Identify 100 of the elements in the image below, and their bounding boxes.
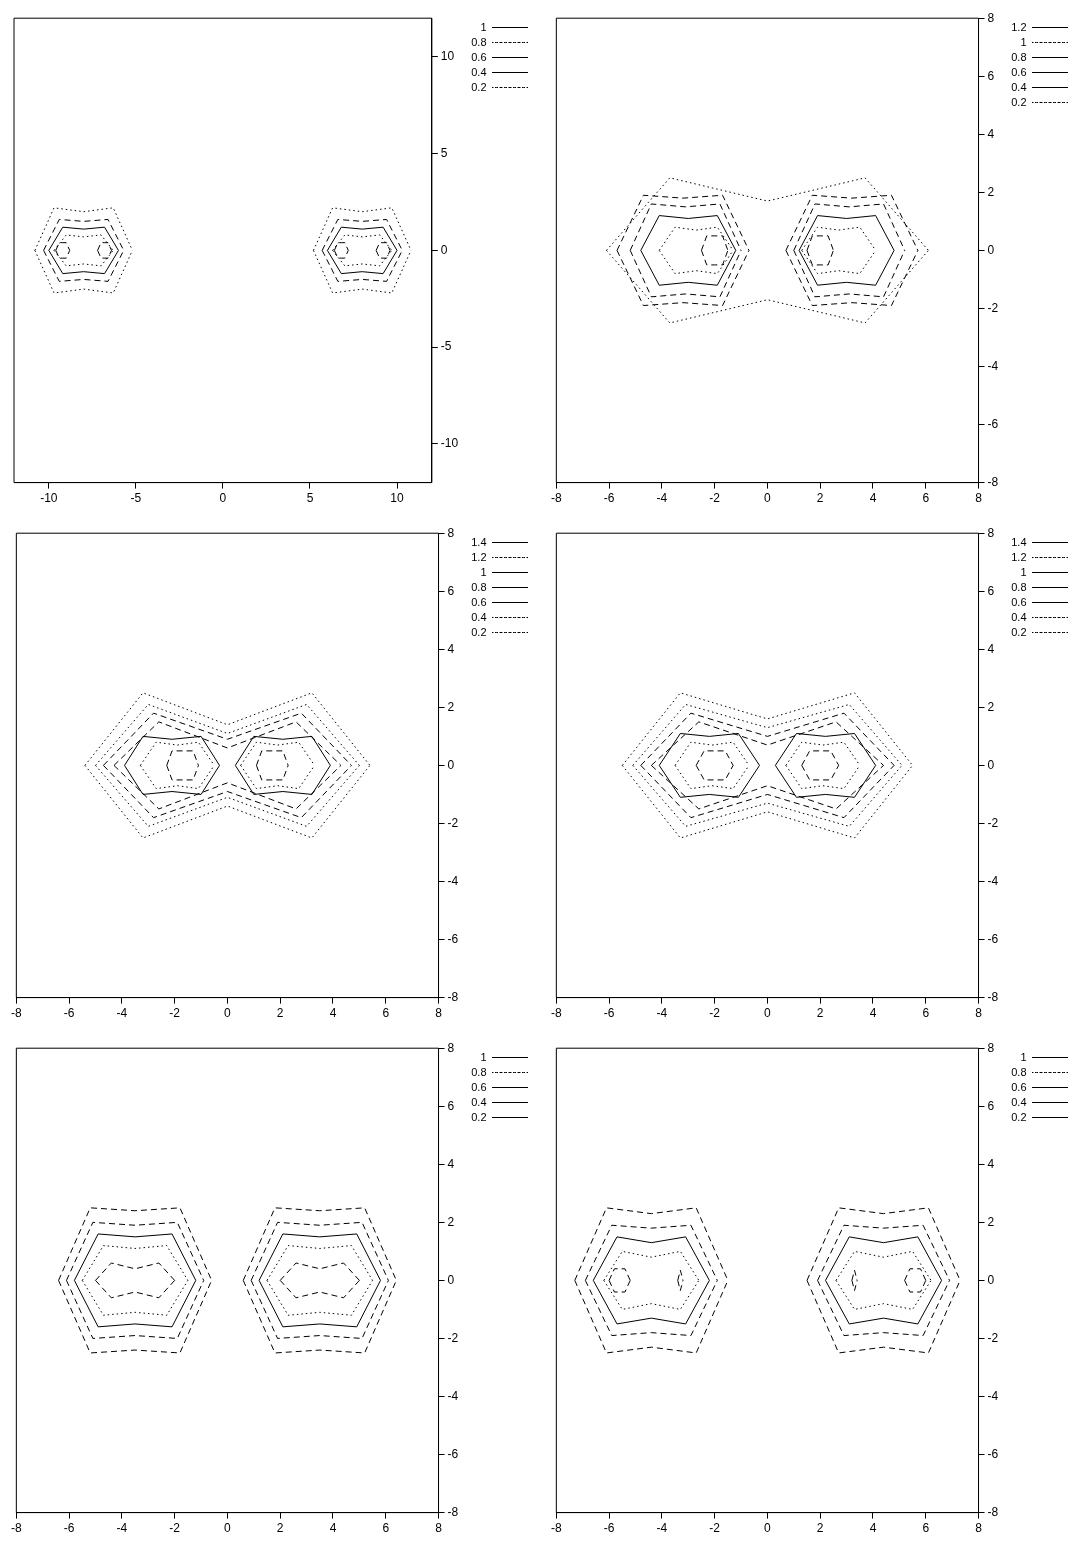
y-tick-label: 4 [447, 641, 455, 656]
legend-label: 0.8 [471, 1065, 487, 1078]
y-tick-label: -2 [987, 815, 999, 830]
y-tick-label: 0 [987, 242, 995, 257]
x-tick-label: -2 [709, 1006, 721, 1021]
x-tick-label: -2 [709, 491, 721, 506]
y-tick-label: 8 [447, 1040, 455, 1055]
x-tick-label: -10 [40, 491, 58, 506]
x-tick-label: 4 [869, 1006, 877, 1021]
legend-label: 0.2 [1011, 95, 1027, 108]
y-tick-label: 4 [987, 641, 995, 656]
x-tick-label: -2 [169, 1006, 181, 1021]
x-tick-label: 5 [306, 491, 314, 506]
y-tick-label: -6 [987, 416, 999, 431]
y-tick-label: -8 [447, 989, 459, 1004]
legend-label: 0.8 [471, 580, 487, 593]
legend-label: 0.4 [1011, 610, 1027, 623]
y-tick-label: 8 [987, 10, 995, 25]
y-tick-label: -2 [987, 300, 999, 315]
legend-label: 0.4 [471, 1095, 487, 1108]
y-tick-label: -2 [447, 1330, 459, 1345]
x-tick-label: -8 [551, 1006, 562, 1021]
legend-label: 0.2 [471, 1110, 487, 1123]
x-tick-label: 6 [382, 1006, 390, 1021]
y-tick-label: -4 [987, 873, 999, 888]
y-tick-label: 8 [447, 525, 455, 540]
y-tick-label: -4 [987, 358, 999, 373]
legend-label: 0.8 [471, 35, 487, 48]
x-tick-label: -8 [11, 1521, 22, 1536]
legend-label: 1.2 [1011, 20, 1027, 33]
x-tick-label: -8 [551, 1521, 562, 1536]
y-tick-label: 8 [987, 525, 995, 540]
y-tick-label: 0 [987, 757, 995, 772]
y-tick-label: 0 [447, 757, 455, 772]
x-tick-label: -4 [656, 1521, 668, 1536]
x-tick-label: 2 [816, 1006, 824, 1021]
legend-label: 0.6 [1011, 1080, 1027, 1093]
y-tick-label: 6 [447, 583, 455, 598]
x-tick-label: 6 [922, 1006, 930, 1021]
y-tick-label: 4 [447, 1156, 455, 1171]
y-tick-label: -2 [447, 815, 459, 830]
x-tick-label: 8 [975, 491, 983, 506]
y-tick-label: -2 [987, 1330, 999, 1345]
y-tick-label: 2 [447, 699, 455, 714]
legend-label: 1.2 [1011, 550, 1027, 563]
legend-label: 0.4 [471, 65, 487, 78]
x-tick-label: 8 [975, 1006, 983, 1021]
y-tick-label: -6 [447, 931, 459, 946]
y-tick-label: 8 [987, 1040, 995, 1055]
x-tick-label: 4 [869, 1521, 877, 1536]
x-tick-label: 2 [816, 1521, 824, 1536]
x-tick-label: 4 [329, 1006, 337, 1021]
x-tick-label: 4 [329, 1521, 337, 1536]
x-tick-label: 6 [382, 1521, 390, 1536]
legend-label: 0.2 [471, 80, 487, 93]
x-tick-label: -5 [130, 491, 142, 506]
y-tick-label: 10 [440, 49, 455, 64]
y-tick-label: -5 [440, 339, 452, 354]
y-tick-label: 2 [987, 184, 995, 199]
y-tick-label: -4 [447, 873, 459, 888]
x-tick-label: 0 [224, 1006, 232, 1021]
x-tick-label: -4 [656, 491, 668, 506]
y-tick-label: 0 [987, 1272, 995, 1287]
x-tick-label: -6 [603, 1521, 615, 1536]
legend-label: 1 [1020, 1050, 1027, 1063]
x-tick-label: -8 [551, 491, 562, 506]
y-tick-label: -6 [987, 931, 999, 946]
y-tick-label: 4 [987, 126, 995, 141]
x-tick-label: 0 [219, 491, 227, 506]
x-tick-label: 2 [816, 491, 824, 506]
x-tick-label: 4 [869, 491, 877, 506]
x-tick-label: 8 [975, 1521, 983, 1536]
legend-label: 1 [1020, 35, 1027, 48]
x-tick-label: 0 [764, 1521, 772, 1536]
x-tick-label: -4 [116, 1521, 128, 1536]
legend-label: 0.8 [1011, 50, 1027, 63]
legend-label: 0.4 [1011, 80, 1027, 93]
legend-label: 0.2 [1011, 625, 1027, 638]
y-tick-label: 5 [440, 145, 448, 160]
y-tick-label: -6 [447, 1446, 459, 1461]
legend-label: 0.6 [471, 50, 487, 63]
x-tick-label: -2 [709, 1521, 721, 1536]
legend-label: 1 [1020, 565, 1027, 578]
legend-label: 1 [480, 20, 487, 33]
y-tick-label: -8 [447, 1504, 459, 1519]
y-tick-label: -8 [987, 474, 999, 489]
legend-label: 0.4 [471, 610, 487, 623]
legend-label: 0.8 [1011, 1065, 1027, 1078]
y-tick-label: 2 [987, 699, 995, 714]
x-tick-label: -6 [63, 1006, 75, 1021]
x-tick-label: -6 [603, 491, 615, 506]
legend-label: 0.6 [471, 1080, 487, 1093]
legend-label: 1.4 [471, 535, 487, 548]
y-tick-label: 0 [440, 242, 448, 257]
x-tick-label: 0 [764, 1006, 772, 1021]
legend-label: 0.2 [1011, 1110, 1027, 1123]
y-tick-label: -8 [987, 1504, 999, 1519]
y-tick-label: 0 [447, 1272, 455, 1287]
legend-label: 1.4 [1011, 535, 1027, 548]
x-tick-label: 2 [276, 1521, 284, 1536]
